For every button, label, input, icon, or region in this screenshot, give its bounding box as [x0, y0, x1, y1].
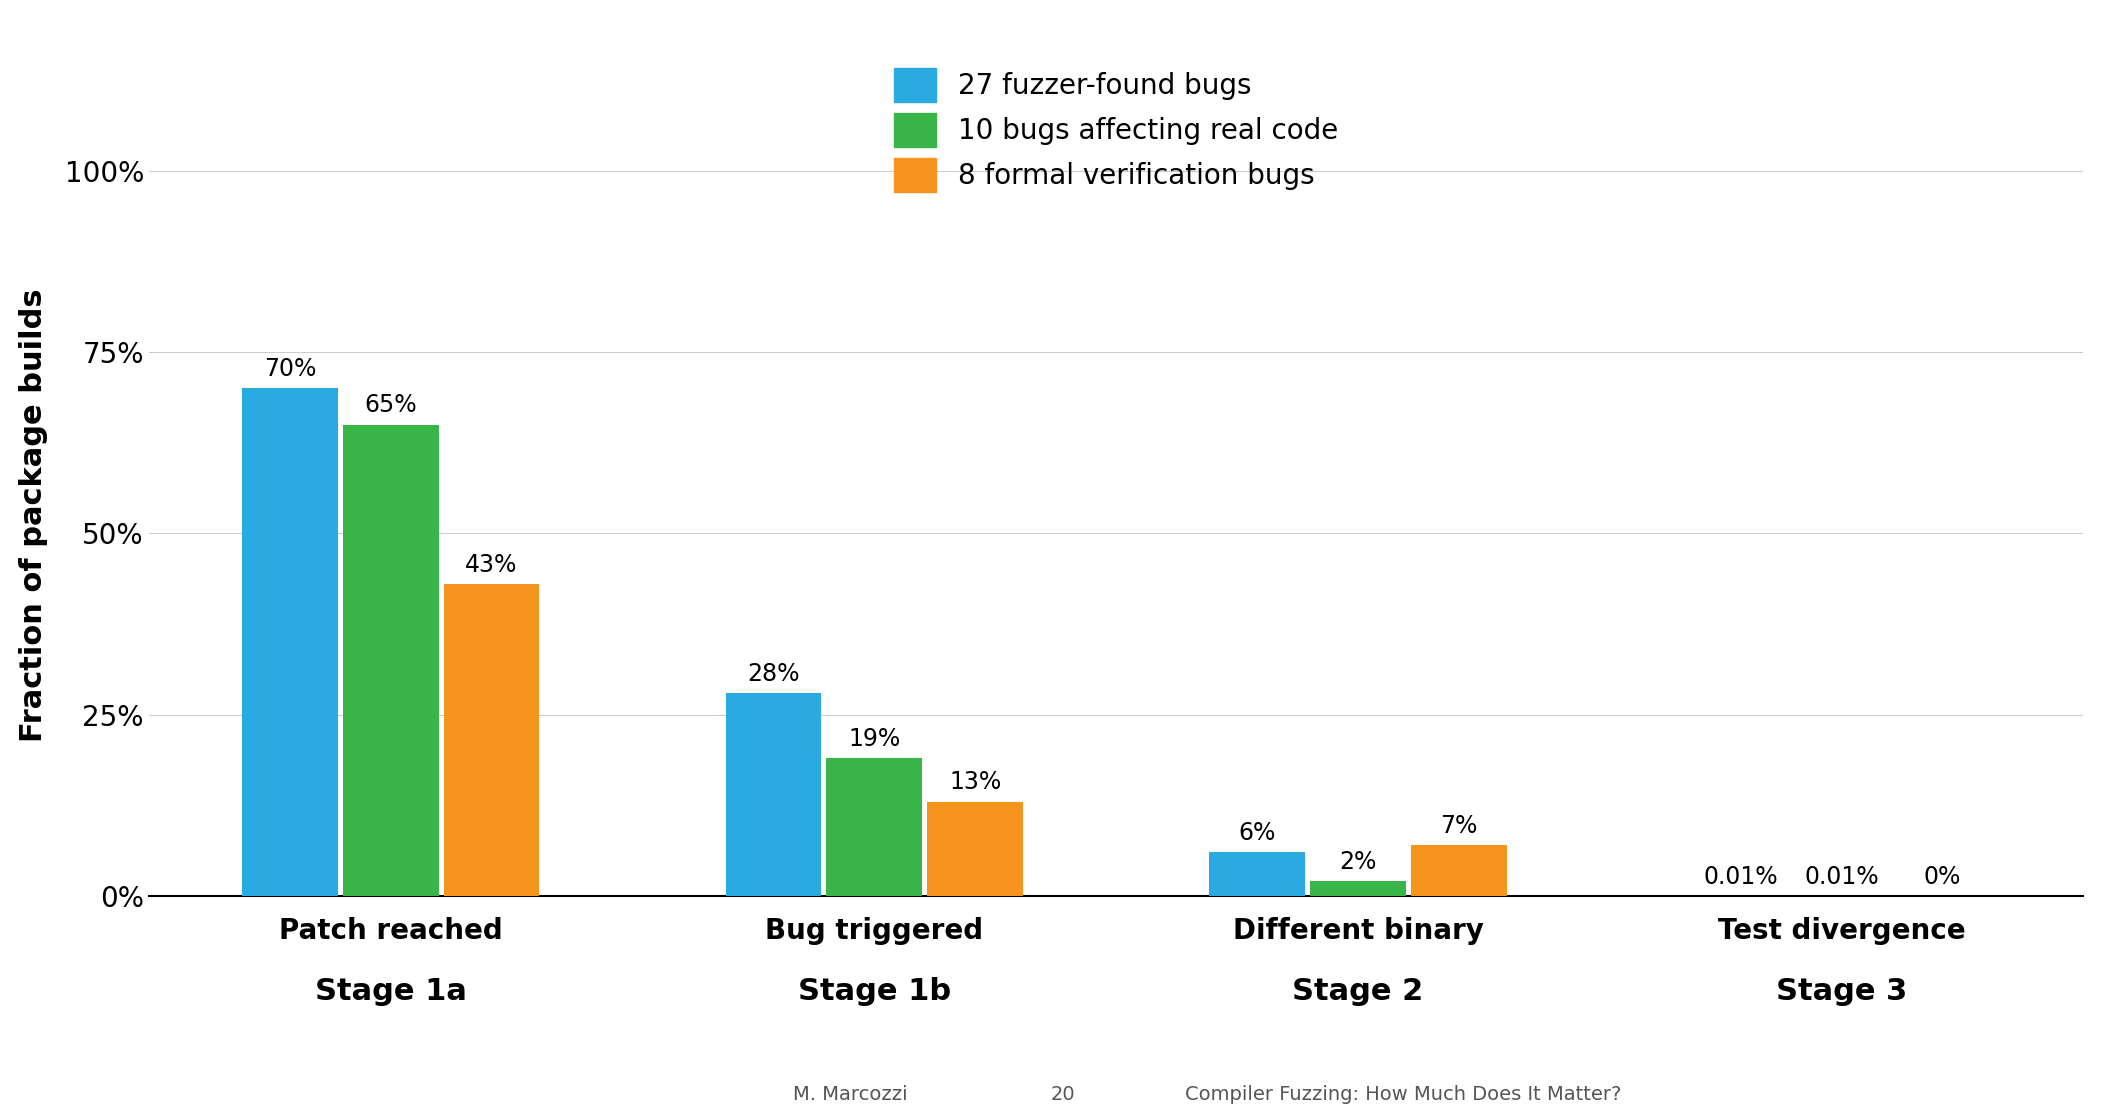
Text: 0.01%: 0.01%: [1703, 865, 1777, 888]
Bar: [725, 693, 821, 896]
Text: Stage 3: Stage 3: [1775, 977, 1907, 1006]
Bar: [1210, 852, 1305, 896]
Text: 70%: 70%: [264, 357, 317, 381]
Text: 28%: 28%: [748, 662, 799, 685]
Text: Compiler Fuzzing: How Much Does It Matter?: Compiler Fuzzing: How Much Does It Matte…: [1184, 1085, 1622, 1104]
Text: 0%: 0%: [1924, 865, 1960, 889]
Text: M. Marcozzi: M. Marcozzi: [793, 1085, 908, 1104]
Text: Stage 1a: Stage 1a: [315, 977, 466, 1006]
Bar: [1412, 846, 1507, 896]
Bar: [342, 424, 438, 896]
Bar: [444, 585, 540, 896]
Text: 43%: 43%: [466, 553, 517, 577]
Text: 2%: 2%: [1339, 850, 1378, 875]
Legend: 27 fuzzer-found bugs, 10 bugs affecting real code, 8 formal verification bugs: 27 fuzzer-found bugs, 10 bugs affecting …: [882, 57, 1350, 203]
Text: 19%: 19%: [848, 727, 901, 750]
Bar: [242, 389, 338, 896]
Text: 65%: 65%: [364, 393, 417, 418]
Bar: [1310, 881, 1405, 896]
Text: 0.01%: 0.01%: [1805, 865, 1879, 888]
Text: 13%: 13%: [948, 771, 1001, 794]
Text: Stage 1b: Stage 1b: [797, 977, 950, 1006]
Y-axis label: Fraction of package builds: Fraction of package builds: [19, 288, 49, 743]
Text: Stage 2: Stage 2: [1293, 977, 1424, 1006]
Bar: [927, 802, 1023, 896]
Text: 6%: 6%: [1239, 821, 1276, 846]
Bar: [827, 758, 923, 896]
Text: 7%: 7%: [1439, 814, 1478, 838]
Text: 20: 20: [1050, 1085, 1076, 1104]
